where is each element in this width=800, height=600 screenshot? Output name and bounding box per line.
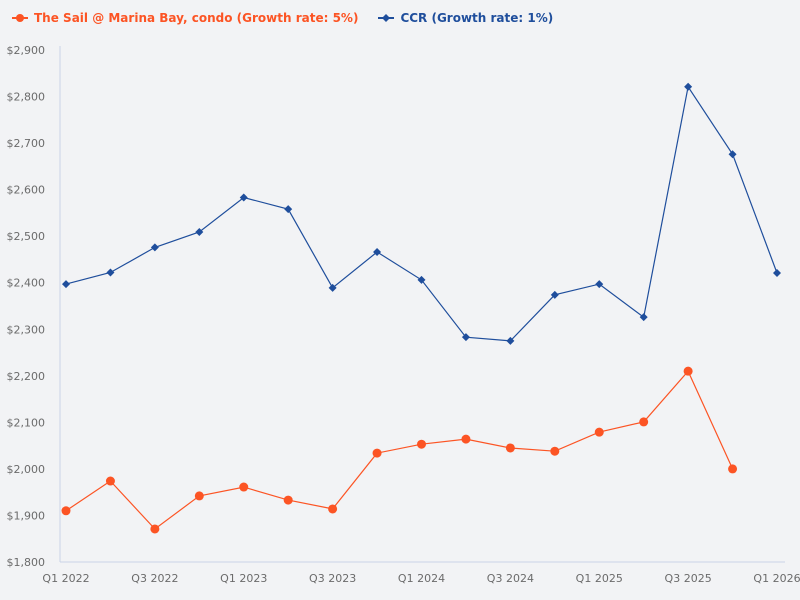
data-point[interactable]: [506, 336, 515, 345]
x-tick-label: Q3 2023: [309, 572, 356, 585]
legend-item-the-sail[interactable]: The Sail @ Marina Bay, condo (Growth rat…: [12, 11, 358, 25]
y-tick-label: $2,000: [7, 463, 46, 476]
data-point[interactable]: [372, 448, 382, 458]
y-tick-label: $1,800: [7, 556, 46, 569]
data-point[interactable]: [595, 280, 604, 289]
data-point[interactable]: [728, 464, 738, 474]
x-tick-label: Q1 2025: [576, 572, 623, 585]
data-point[interactable]: [61, 506, 71, 516]
data-point[interactable]: [328, 283, 337, 292]
data-point[interactable]: [62, 280, 70, 289]
x-axis: Q1 2022 Q3 2022 Q1 2023 Q3 2023 Q1 2024 Q3 20…: [42, 561, 800, 585]
y-axis: $1,800 $1,900 $2,000 $2,100 $2,200 $2,300 $2,4…: [7, 44, 61, 569]
data-point[interactable]: [239, 193, 248, 202]
data-point[interactable]: [328, 504, 338, 514]
data-point[interactable]: [639, 313, 648, 322]
x-tick-label: Q3 2024: [487, 572, 534, 585]
data-point[interactable]: [461, 333, 470, 342]
y-tick-label: $2,100: [7, 416, 46, 429]
data-point[interactable]: [550, 290, 559, 299]
legend-item-ccr[interactable]: CCR (Growth rate: 1%): [378, 11, 553, 25]
x-tick-label: Q1 2026: [753, 572, 800, 585]
data-point[interactable]: [283, 495, 293, 505]
data-point[interactable]: [105, 476, 115, 486]
x-tick-label: Q3 2022: [131, 572, 178, 585]
y-tick-label: $2,300: [7, 323, 46, 336]
diamond-marker-icon: [378, 14, 395, 22]
data-point[interactable]: [684, 82, 693, 91]
data-point[interactable]: [505, 443, 515, 453]
chart-legend: The Sail @ Marina Bay, condo (Growth rat…: [12, 8, 553, 28]
data-point[interactable]: [417, 275, 426, 284]
data-point[interactable]: [773, 268, 781, 277]
series-ccr: [62, 82, 781, 345]
data-point[interactable]: [284, 205, 293, 214]
x-tick-label: Q3 2025: [665, 572, 712, 585]
series-the-sail: [61, 366, 738, 534]
data-point[interactable]: [106, 268, 115, 277]
y-tick-label: $2,500: [7, 230, 46, 243]
data-point[interactable]: [195, 227, 204, 236]
x-tick-label: Q1 2022: [42, 572, 89, 585]
series-layer: [61, 82, 781, 534]
circle-marker-icon: [12, 14, 28, 22]
legend-label-the-sail: The Sail @ Marina Bay, condo (Growth rat…: [34, 11, 359, 25]
x-tick-label: Q1 2024: [398, 572, 445, 585]
data-point[interactable]: [194, 491, 204, 501]
y-tick-label: $1,900: [7, 509, 46, 522]
data-point[interactable]: [639, 417, 649, 427]
y-tick-label: $2,700: [7, 137, 46, 150]
legend-label-ccr: CCR (Growth rate: 1%): [400, 11, 554, 25]
y-tick-label: $2,400: [7, 277, 46, 290]
data-point[interactable]: [373, 248, 382, 257]
y-tick-label: $2,800: [7, 91, 46, 104]
data-point[interactable]: [728, 150, 737, 159]
data-point[interactable]: [461, 434, 471, 444]
y-tick-label: $2,600: [7, 184, 46, 197]
data-point[interactable]: [150, 243, 159, 252]
data-point[interactable]: [239, 482, 249, 492]
y-tick-label: $2,200: [7, 370, 46, 383]
data-point[interactable]: [150, 524, 160, 534]
x-tick-label: Q1 2023: [220, 572, 267, 585]
data-point[interactable]: [594, 427, 604, 437]
data-point[interactable]: [417, 439, 426, 449]
data-point[interactable]: [683, 366, 693, 376]
data-point[interactable]: [550, 446, 560, 456]
y-tick-label: $2,900: [7, 44, 46, 57]
